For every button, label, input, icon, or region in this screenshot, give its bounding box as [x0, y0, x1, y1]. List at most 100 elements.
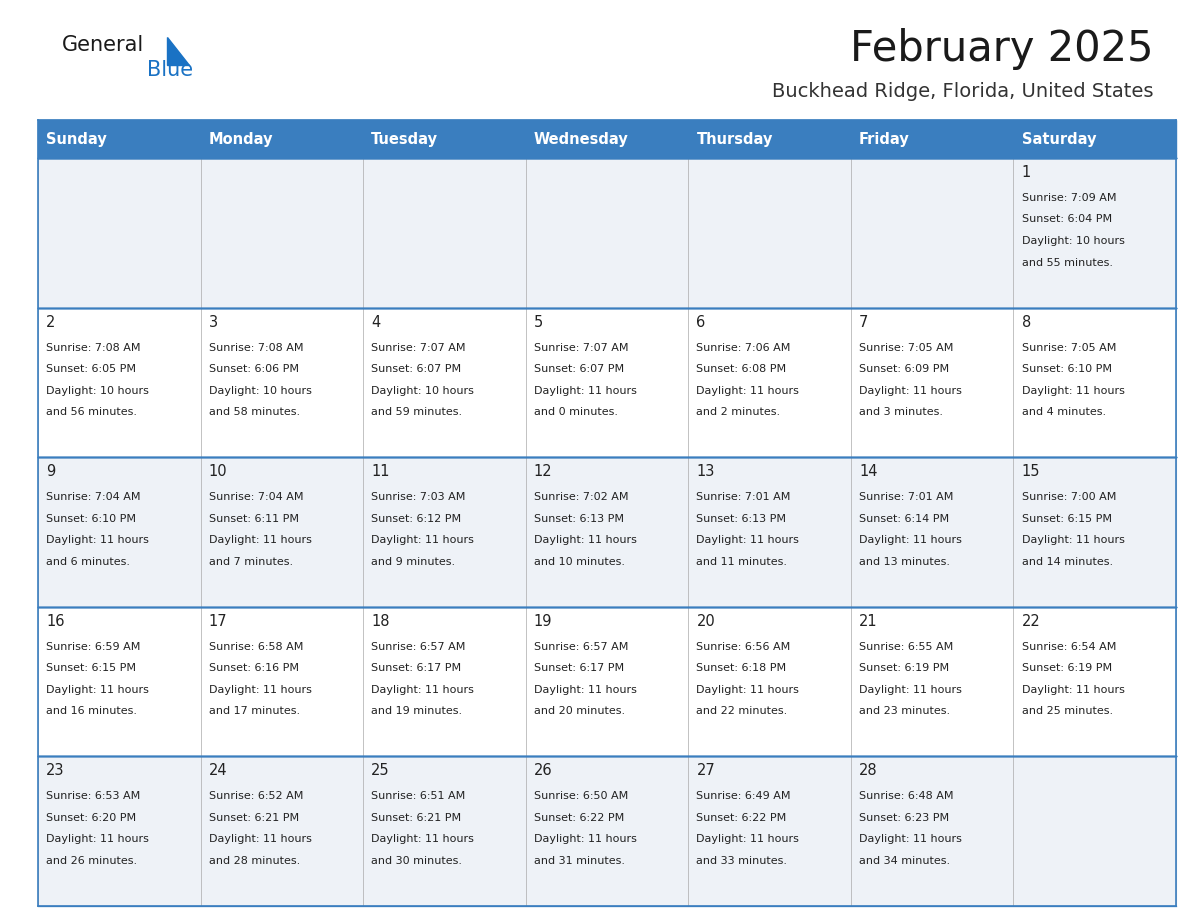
Text: Sunday: Sunday — [46, 131, 107, 147]
Text: Saturday: Saturday — [1022, 131, 1097, 147]
Text: Sunrise: 7:01 AM: Sunrise: 7:01 AM — [696, 492, 791, 502]
Text: Daylight: 11 hours: Daylight: 11 hours — [372, 535, 474, 545]
Bar — [688, 308, 851, 457]
Text: Sunset: 6:22 PM: Sunset: 6:22 PM — [696, 813, 786, 823]
Text: Sunrise: 7:08 AM: Sunrise: 7:08 AM — [46, 342, 140, 353]
Text: Sunrise: 6:48 AM: Sunrise: 6:48 AM — [859, 791, 954, 801]
Text: Sunrise: 6:55 AM: Sunrise: 6:55 AM — [859, 642, 953, 652]
Text: and 17 minutes.: and 17 minutes. — [209, 706, 299, 716]
Text: Daylight: 11 hours: Daylight: 11 hours — [696, 834, 800, 845]
Text: 19: 19 — [533, 614, 552, 629]
Bar — [38, 158, 201, 308]
Text: Sunrise: 7:05 AM: Sunrise: 7:05 AM — [859, 342, 953, 353]
Text: Sunrise: 6:51 AM: Sunrise: 6:51 AM — [372, 791, 466, 801]
Text: Daylight: 11 hours: Daylight: 11 hours — [533, 685, 637, 695]
Bar — [526, 308, 688, 457]
Text: Daylight: 11 hours: Daylight: 11 hours — [859, 685, 962, 695]
Text: Sunset: 6:20 PM: Sunset: 6:20 PM — [46, 813, 137, 823]
Text: Daylight: 11 hours: Daylight: 11 hours — [859, 386, 962, 396]
Text: 3: 3 — [209, 315, 217, 330]
Text: Sunset: 6:14 PM: Sunset: 6:14 PM — [859, 514, 949, 523]
Text: and 10 minutes.: and 10 minutes. — [533, 556, 625, 566]
Text: Sunset: 6:21 PM: Sunset: 6:21 PM — [209, 813, 299, 823]
Text: Sunset: 6:22 PM: Sunset: 6:22 PM — [533, 813, 624, 823]
Text: February 2025: February 2025 — [849, 28, 1154, 70]
Text: Sunrise: 6:57 AM: Sunrise: 6:57 AM — [533, 642, 628, 652]
Text: Sunset: 6:23 PM: Sunset: 6:23 PM — [859, 813, 949, 823]
Bar — [38, 756, 201, 906]
Bar — [526, 158, 688, 308]
Text: 24: 24 — [209, 764, 227, 778]
Bar — [38, 607, 201, 756]
Text: Daylight: 11 hours: Daylight: 11 hours — [209, 834, 311, 845]
Text: Sunrise: 6:58 AM: Sunrise: 6:58 AM — [209, 642, 303, 652]
Text: Sunset: 6:19 PM: Sunset: 6:19 PM — [859, 664, 949, 673]
Text: and 31 minutes.: and 31 minutes. — [533, 856, 625, 866]
Text: 18: 18 — [372, 614, 390, 629]
Text: and 26 minutes.: and 26 minutes. — [46, 856, 138, 866]
Text: Sunset: 6:13 PM: Sunset: 6:13 PM — [533, 514, 624, 523]
Text: Sunrise: 6:57 AM: Sunrise: 6:57 AM — [372, 642, 466, 652]
Text: Daylight: 11 hours: Daylight: 11 hours — [859, 535, 962, 545]
Bar — [688, 756, 851, 906]
Text: and 13 minutes.: and 13 minutes. — [859, 556, 950, 566]
Text: General: General — [62, 35, 144, 55]
Text: and 9 minutes.: and 9 minutes. — [372, 556, 455, 566]
Text: and 33 minutes.: and 33 minutes. — [696, 856, 788, 866]
Text: Daylight: 10 hours: Daylight: 10 hours — [1022, 236, 1124, 246]
Bar — [38, 120, 201, 158]
Text: and 2 minutes.: and 2 minutes. — [696, 407, 781, 417]
Bar — [1013, 756, 1176, 906]
Text: Daylight: 11 hours: Daylight: 11 hours — [533, 834, 637, 845]
Bar — [364, 756, 526, 906]
Bar — [851, 607, 1013, 756]
Bar — [526, 756, 688, 906]
Text: Wednesday: Wednesday — [533, 131, 628, 147]
Text: 9: 9 — [46, 465, 56, 479]
Text: and 20 minutes.: and 20 minutes. — [533, 706, 625, 716]
Text: Sunrise: 7:04 AM: Sunrise: 7:04 AM — [46, 492, 140, 502]
Text: 25: 25 — [372, 764, 390, 778]
Text: Sunrise: 7:07 AM: Sunrise: 7:07 AM — [372, 342, 466, 353]
Text: and 58 minutes.: and 58 minutes. — [209, 407, 299, 417]
Text: and 28 minutes.: and 28 minutes. — [209, 856, 299, 866]
Text: Daylight: 11 hours: Daylight: 11 hours — [372, 685, 474, 695]
Text: 22: 22 — [1022, 614, 1041, 629]
Text: Daylight: 11 hours: Daylight: 11 hours — [1022, 535, 1124, 545]
Text: Sunset: 6:12 PM: Sunset: 6:12 PM — [372, 514, 461, 523]
Text: 23: 23 — [46, 764, 64, 778]
Text: 21: 21 — [859, 614, 878, 629]
Text: and 16 minutes.: and 16 minutes. — [46, 706, 137, 716]
Text: Sunrise: 6:56 AM: Sunrise: 6:56 AM — [696, 642, 791, 652]
Text: Sunset: 6:18 PM: Sunset: 6:18 PM — [696, 664, 786, 673]
Text: Sunset: 6:17 PM: Sunset: 6:17 PM — [533, 664, 624, 673]
Text: and 56 minutes.: and 56 minutes. — [46, 407, 137, 417]
Text: Sunset: 6:09 PM: Sunset: 6:09 PM — [859, 364, 949, 375]
Text: and 4 minutes.: and 4 minutes. — [1022, 407, 1106, 417]
Text: Sunrise: 6:50 AM: Sunrise: 6:50 AM — [533, 791, 628, 801]
Bar — [1013, 120, 1176, 158]
Text: 14: 14 — [859, 465, 878, 479]
Text: Daylight: 11 hours: Daylight: 11 hours — [46, 834, 148, 845]
Text: 2: 2 — [46, 315, 56, 330]
Text: 7: 7 — [859, 315, 868, 330]
Text: and 23 minutes.: and 23 minutes. — [859, 706, 950, 716]
Bar — [364, 158, 526, 308]
Text: Friday: Friday — [859, 131, 910, 147]
Text: and 22 minutes.: and 22 minutes. — [696, 706, 788, 716]
Text: 10: 10 — [209, 465, 227, 479]
Bar — [851, 158, 1013, 308]
Bar — [526, 457, 688, 607]
Text: Sunset: 6:10 PM: Sunset: 6:10 PM — [1022, 364, 1112, 375]
Text: Sunrise: 6:49 AM: Sunrise: 6:49 AM — [696, 791, 791, 801]
Text: Sunset: 6:15 PM: Sunset: 6:15 PM — [1022, 514, 1112, 523]
Bar — [688, 120, 851, 158]
Text: Sunset: 6:16 PM: Sunset: 6:16 PM — [209, 664, 298, 673]
Text: Sunset: 6:07 PM: Sunset: 6:07 PM — [372, 364, 461, 375]
Text: Sunrise: 6:52 AM: Sunrise: 6:52 AM — [209, 791, 303, 801]
Text: 26: 26 — [533, 764, 552, 778]
Bar — [851, 756, 1013, 906]
Text: Daylight: 11 hours: Daylight: 11 hours — [209, 685, 311, 695]
Text: 12: 12 — [533, 465, 552, 479]
Text: Daylight: 11 hours: Daylight: 11 hours — [533, 386, 637, 396]
